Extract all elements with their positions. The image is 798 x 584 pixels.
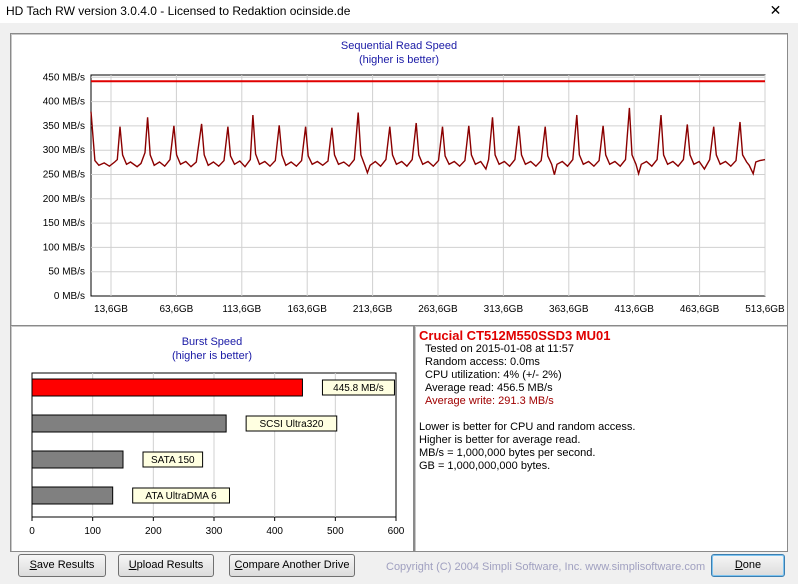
burst-bar xyxy=(31,450,124,469)
seq-y-tick-label: 400 MB/s xyxy=(43,97,85,108)
seq-y-tick-label: 450 MB/s xyxy=(43,72,85,83)
seq-plot-area xyxy=(90,74,766,297)
burst-speed-chart: 0 100 200 300 400 500 600 445.8 MB/s SCSI Ultra3… xyxy=(29,372,405,537)
seq-x-tick-label: 413,6GB xyxy=(614,304,654,315)
close-icon[interactable]: ✕ xyxy=(769,2,782,18)
seq-y-tick-label: 250 MB/s xyxy=(43,170,85,181)
burst-x-tick-label: 300 xyxy=(206,526,223,537)
seq-y-tick-label: 350 MB/s xyxy=(43,121,85,132)
seq-y-tick-label: 150 MB/s xyxy=(43,218,85,229)
seq-chart-subtitle: (higher is better) xyxy=(358,54,440,66)
note-gb-definition: GB = 1,000,000,000 bytes. xyxy=(419,460,551,472)
seq-y-tick-label: 0 MB/s xyxy=(54,291,85,302)
burst-bar xyxy=(31,378,303,397)
sequential-read-panel: Sequential Read Speed (higher is better)… xyxy=(10,33,788,327)
seq-y-tick-label: 50 MB/s xyxy=(48,267,85,278)
save-label: ave Results xyxy=(36,559,95,571)
upload-results-button[interactable]: Upload Results xyxy=(118,554,214,577)
upload-label: pload Results xyxy=(136,559,204,571)
upload-mnemonic: U xyxy=(128,559,137,571)
seq-x-tick-label: 213,6GB xyxy=(353,304,393,315)
burst-x-tick-label: 0 xyxy=(29,526,35,537)
burst-bar-label-box xyxy=(245,415,338,432)
burst-bar xyxy=(31,414,227,433)
seq-read-speed-line xyxy=(90,107,766,177)
burst-x-tick-label: 200 xyxy=(145,526,162,537)
sequential-read-chart: 0 MB/s 50 MB/s 100 MB/s 150 MB/s 200 MB/s 250… xyxy=(43,72,785,315)
average-write: Average write: 291.3 MB/s xyxy=(425,395,554,407)
compare-mnemonic: C xyxy=(234,559,243,571)
burst-chart-subtitle: (higher is better) xyxy=(171,350,253,362)
burst-bar-label-box xyxy=(142,451,204,468)
seq-x-tick-label: 313,6GB xyxy=(484,304,524,315)
random-access: Random access: 0.0ms xyxy=(425,356,540,368)
burst-bar-label: 445.8 MB/s xyxy=(333,383,384,394)
save-mnemonic: S xyxy=(29,559,37,571)
done-mnemonic: D xyxy=(734,559,743,571)
drive-name: Crucial CT512M550SSD3 MU01 xyxy=(419,328,611,343)
done-button[interactable]: Done xyxy=(711,554,785,577)
seq-x-tick-label: 263,6GB xyxy=(418,304,458,315)
seq-x-tick-label: 463,6GB xyxy=(680,304,720,315)
seq-chart-title: Sequential Read Speed xyxy=(340,40,458,52)
note-cpu-random: Lower is better for CPU and random acces… xyxy=(419,421,636,433)
main-window: Sequential Read Speed (higher is better)… xyxy=(0,23,798,584)
burst-x-tick-label: 600 xyxy=(388,526,405,537)
compare-label: ompare Another Drive xyxy=(242,559,350,571)
burst-bar-label: SCSI Ultra320 xyxy=(259,419,323,430)
average-read: Average read: 456.5 MB/s xyxy=(425,382,553,394)
seq-x-tick-label: 163,6GB xyxy=(287,304,327,315)
note-mbs-definition: MB/s = 1,000,000 bytes per second. xyxy=(419,447,596,459)
burst-bar xyxy=(31,486,114,505)
cpu-utilization: CPU utilization: 4% (+/- 2%) xyxy=(425,369,562,381)
seq-x-tick-label: 363,6GB xyxy=(549,304,589,315)
burst-x-tick-label: 400 xyxy=(266,526,283,537)
window-title: HD Tach RW version 3.0.4.0 - Licensed to… xyxy=(6,4,351,18)
copyright-text: Copyright (C) 2004 Simpli Software, Inc.… xyxy=(386,561,706,573)
burst-bar-label-box xyxy=(321,379,395,396)
seq-x-tick-label: 513,6GB xyxy=(745,304,785,315)
seq-x-tick-label: 13,6GB xyxy=(94,304,128,315)
note-average-read: Higher is better for average read. xyxy=(419,434,581,446)
burst-bar-label: ATA UltraDMA 6 xyxy=(145,491,217,502)
burst-bar-label-box xyxy=(132,487,230,504)
tested-on: Tested on 2015-01-08 at 11:57 xyxy=(425,343,575,355)
title-bar: HD Tach RW version 3.0.4.0 - Licensed to… xyxy=(0,0,798,24)
done-label: one xyxy=(742,559,762,571)
burst-x-tick-label: 100 xyxy=(84,526,101,537)
seq-y-tick-label: 100 MB/s xyxy=(43,242,85,253)
seq-y-tick-label: 200 MB/s xyxy=(43,194,85,205)
drive-info-panel: Crucial CT512M550SSD3 MU01 Tested on 201… xyxy=(414,325,788,552)
compare-another-drive-button[interactable]: Compare Another Drive xyxy=(229,554,355,577)
seq-x-tick-label: 113,6GB xyxy=(222,304,261,315)
burst-chart-title: Burst Speed xyxy=(181,336,243,348)
burst-x-tick-label: 500 xyxy=(327,526,344,537)
seq-y-tick-label: 300 MB/s xyxy=(43,145,85,156)
burst-bar-label: SATA 150 xyxy=(151,455,195,466)
burst-speed-panel: Burst Speed (higher is better) 0 100 200 30… xyxy=(10,325,414,552)
seq-x-tick-label: 63,6GB xyxy=(159,304,193,315)
save-results-button[interactable]: Save Results xyxy=(18,554,106,577)
